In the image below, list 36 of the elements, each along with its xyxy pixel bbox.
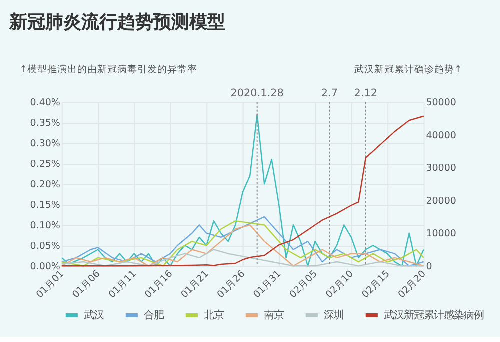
y2-tick-label: 20000 <box>426 196 456 207</box>
ref-line-label: 2020.1.28 <box>230 88 284 100</box>
x-tick-label: 02月20 <box>396 268 428 301</box>
legend-label: 北京 <box>204 309 224 322</box>
y-tick-label: 0.30% <box>30 138 60 150</box>
y2-tick-label: 0 <box>426 261 432 272</box>
y-tick-label: 0.20% <box>30 180 60 191</box>
x-tick-label: 01月21 <box>179 268 212 301</box>
y-tick-label: 0.15% <box>30 200 60 212</box>
y2-tick-label: 50000 <box>426 98 456 109</box>
x-tick-label: 02月05 <box>288 268 320 301</box>
x-tick-label: 01月16 <box>143 268 176 301</box>
chart-title: 新冠肺炎流行趋势预测模型 <box>8 12 226 34</box>
x-tick-label: 01月06 <box>70 268 103 301</box>
y-tick-label: 0.10% <box>30 220 60 232</box>
ref-line-label: 2.7 <box>321 88 338 100</box>
y2-tick-label: 10000 <box>426 228 456 240</box>
y-tick-label: 0.35% <box>30 118 60 130</box>
ref-line-label: 2.12 <box>354 88 378 100</box>
legend-label: 南京 <box>264 309 284 322</box>
y2-axis-title: 武汉新冠累计确诊趋势↑ <box>354 63 462 76</box>
legend-label: 武汉新冠累计感染病例 <box>384 309 484 322</box>
y2-tick-label: 40000 <box>426 130 456 142</box>
y-tick-label: 0.05% <box>30 240 60 252</box>
y-tick-label: 0.25% <box>30 159 60 170</box>
x-tick-label: 02月15 <box>360 268 392 301</box>
x-tick-label: 01月26 <box>216 268 248 301</box>
y-tick-label: 0.40% <box>30 98 60 109</box>
y2-tick-label: 30000 <box>426 163 456 174</box>
legend-label: 深圳 <box>324 309 344 322</box>
x-tick-label: 01月11 <box>106 268 139 301</box>
x-tick-label: 01月31 <box>252 268 284 301</box>
legend-label: 武汉 <box>84 309 104 322</box>
x-tick-label: 02月10 <box>324 268 356 301</box>
legend-label: 合肥 <box>144 309 164 322</box>
y-axis-title: ↑模型推演出的由新冠病毒引发的异常率 <box>20 63 198 76</box>
